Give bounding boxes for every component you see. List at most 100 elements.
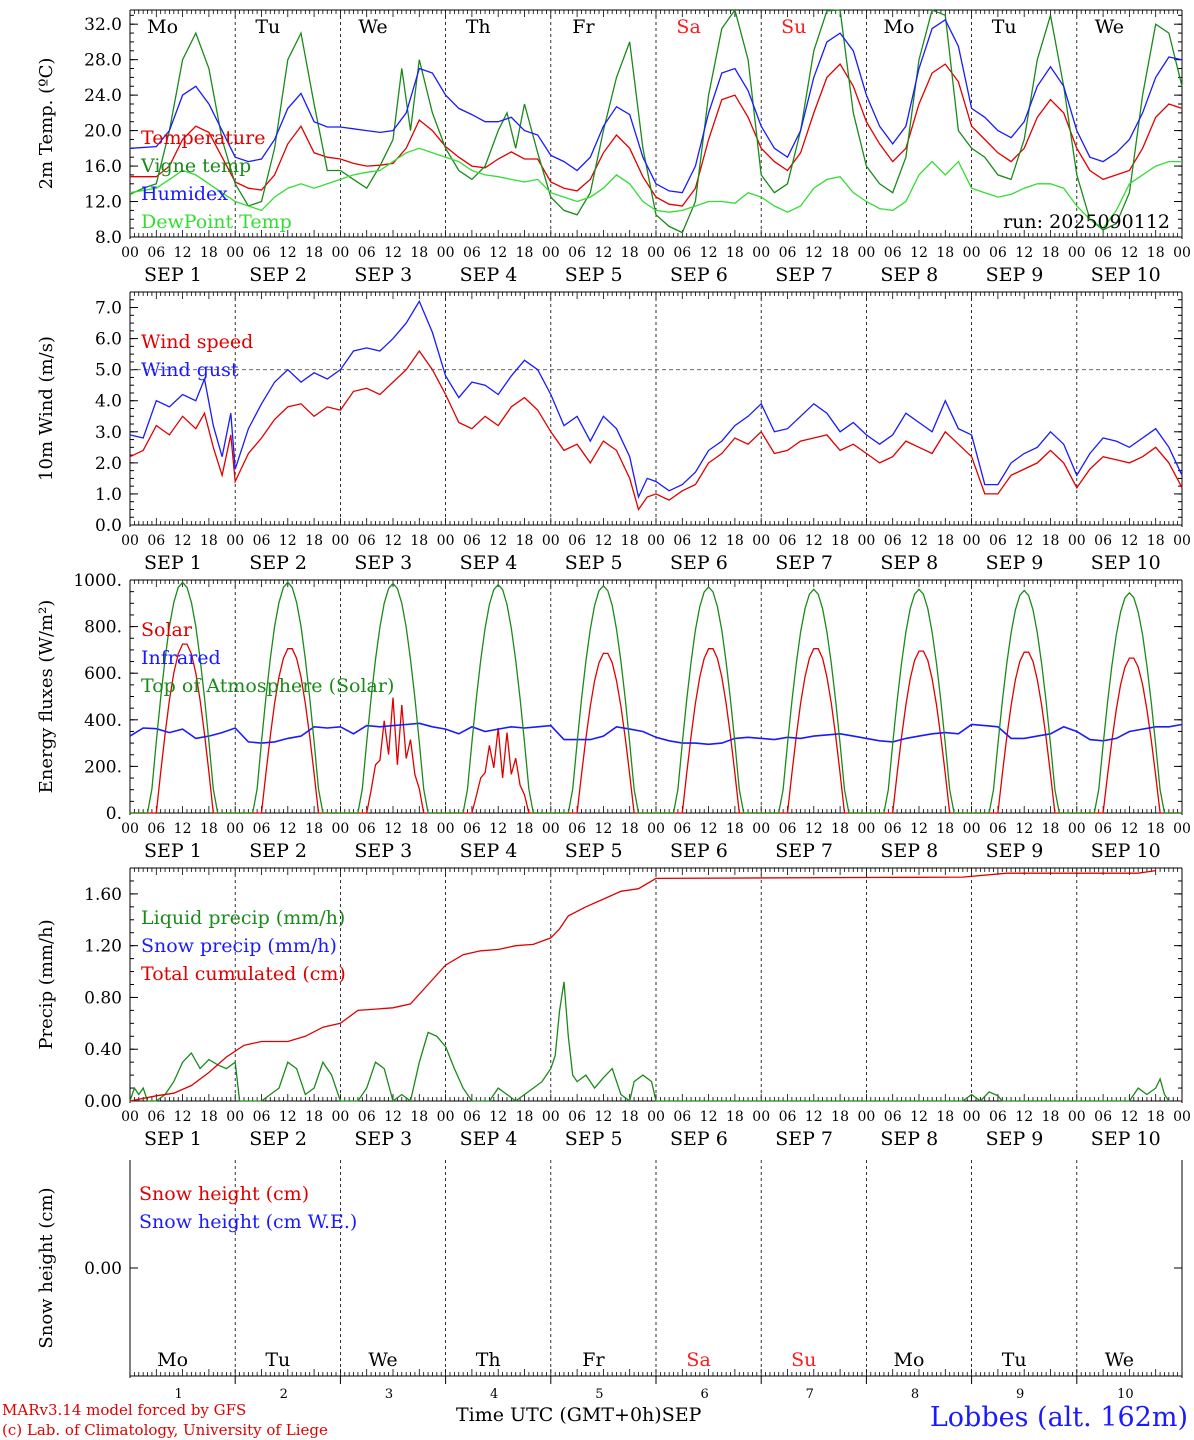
day-abbr-bottom: Tu	[265, 1349, 290, 1371]
day-abbr-top: Tu	[255, 16, 280, 38]
y-axis-label: 10m Wind (m/s)	[36, 336, 57, 481]
y-tick-label: 0.40	[84, 1040, 122, 1060]
x-tick-label: 12	[910, 245, 928, 261]
date-label: SEP 2	[249, 1128, 307, 1150]
x-tick-label: 06	[253, 1109, 271, 1125]
x-tick-label: 12	[594, 245, 612, 261]
y-tick-label: 0.00	[84, 1092, 122, 1112]
x-tick-label: 06	[1094, 245, 1112, 261]
y-tick-label: 6.0	[95, 330, 122, 350]
day-number: 6	[700, 1387, 708, 1402]
y-tick-label: 3.0	[95, 423, 122, 443]
date-label: SEP 2	[249, 552, 307, 574]
x-tick-label: 06	[989, 1109, 1007, 1125]
x-tick-label: 18	[516, 245, 534, 261]
x-tick-label: 00	[542, 821, 560, 837]
y-tick-label: 28.0	[84, 51, 122, 71]
x-tick-label: 12	[1015, 1109, 1033, 1125]
date-label: SEP 9	[986, 840, 1044, 862]
x-tick-label: 12	[1120, 533, 1138, 549]
x-tick-label: 12	[700, 533, 718, 549]
date-label: SEP 8	[880, 840, 938, 862]
x-tick-label: 18	[200, 533, 218, 549]
x-tick-label: 00	[647, 533, 665, 549]
date-label: SEP 6	[670, 264, 728, 286]
x-tick-label: 06	[989, 245, 1007, 261]
day-abbr-bottom: Tu	[1002, 1349, 1027, 1371]
x-tick-label: 12	[279, 821, 297, 837]
x-tick-label: 00	[963, 821, 981, 837]
day-number: 1	[174, 1387, 182, 1402]
series-line-solar	[130, 643, 1182, 814]
day-number: 8	[911, 1387, 919, 1402]
x-tick-label: 00	[226, 1109, 244, 1125]
x-tick-label: 18	[831, 533, 849, 549]
panel-energy: 0. 200. 400. 600. 800. 1000. Energy fluxes (W/…	[36, 571, 1191, 862]
x-tick-label: 06	[779, 245, 797, 261]
x-tick-label: 06	[673, 1109, 691, 1125]
x-tick-label: 00	[121, 1109, 139, 1125]
x-tick-label: 06	[673, 533, 691, 549]
x-tick-label: 06	[884, 1109, 902, 1125]
x-tick-label: 12	[489, 1109, 507, 1125]
series-line-temperature	[130, 63, 1183, 207]
date-label: SEP 7	[775, 264, 833, 286]
x-tick-label: 00	[226, 821, 244, 837]
date-label: SEP 6	[670, 1128, 728, 1150]
x-tick-label: 18	[1147, 821, 1165, 837]
y-tick-label: 1.60	[84, 885, 122, 905]
y-tick-label: 20.0	[84, 122, 122, 142]
x-tick-label: 00	[1173, 821, 1191, 837]
x-tick-label: 00	[963, 1109, 981, 1125]
series-line-humidex	[129, 18, 1183, 194]
y-tick-label: 8.0	[95, 228, 122, 248]
day-abbr-bottom: Mo	[894, 1349, 925, 1371]
x-tick-label: 06	[779, 1109, 797, 1125]
x-tick-label: 06	[989, 821, 1007, 837]
legend-entry: Top of Atmosphere (Solar)	[141, 675, 394, 697]
x-tick-label: 00	[647, 1109, 665, 1125]
legend-entry: Wind gust	[141, 359, 239, 381]
day-number: 5	[595, 1387, 603, 1402]
y-tick-label: 800.	[84, 618, 122, 638]
x-tick-label: 18	[831, 821, 849, 837]
x-tick-label: 12	[384, 533, 402, 549]
x-tick-label: 12	[700, 1109, 718, 1125]
x-tick-label: 12	[384, 821, 402, 837]
x-tick-label: 06	[673, 245, 691, 261]
y-tick-label: 16.0	[84, 157, 122, 177]
date-label: SEP 5	[565, 264, 623, 286]
x-tick-label: 06	[463, 1109, 481, 1125]
x-tick-label: 18	[726, 821, 744, 837]
x-tick-label: 18	[1042, 821, 1060, 837]
x-tick-label: 00	[647, 821, 665, 837]
x-tick-label: 12	[1120, 1109, 1138, 1125]
series-line-dewpoint-temp	[129, 147, 1182, 229]
legend-entry: Vigne temp	[140, 155, 251, 177]
x-tick-label: 18	[516, 533, 534, 549]
x-tick-label: 06	[568, 245, 586, 261]
y-tick-label: 32.0	[84, 15, 122, 35]
date-label: SEP 9	[986, 1128, 1044, 1150]
x-tick-label: 12	[594, 821, 612, 837]
series-line-wind-speed	[129, 349, 1183, 511]
footer-credits: MARv3.14 model forced by GFS (c) Lab. of…	[2, 1400, 328, 1440]
x-tick-label: 18	[1147, 1109, 1165, 1125]
date-label: SEP 4	[460, 552, 518, 574]
date-label: SEP 5	[565, 840, 623, 862]
date-label: SEP 9	[986, 264, 1044, 286]
day-abbr-top: Su	[781, 16, 806, 38]
day-abbr-bottom: We	[1105, 1349, 1134, 1371]
x-tick-label: 18	[1042, 245, 1060, 261]
x-tick-label: 06	[463, 533, 481, 549]
day-abbr-bottom: Fr	[582, 1349, 605, 1371]
x-tick-label: 12	[805, 821, 823, 837]
date-label: SEP 7	[775, 552, 833, 574]
x-tick-label: 00	[542, 245, 560, 261]
y-axis-label: Precip (mm/h)	[36, 919, 57, 1049]
x-tick-label: 06	[358, 245, 376, 261]
x-tick-label: 00	[331, 533, 349, 549]
x-tick-label: 06	[147, 821, 165, 837]
x-tick-label: 12	[700, 245, 718, 261]
x-tick-label: 18	[305, 533, 323, 549]
